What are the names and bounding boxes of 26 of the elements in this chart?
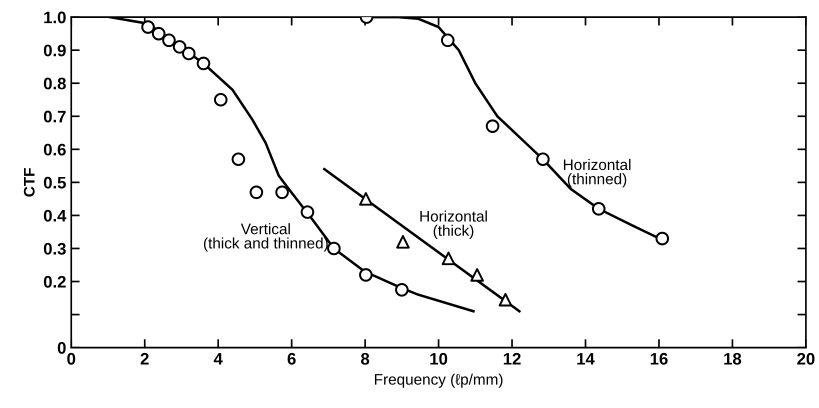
series-label: Vertical (thick and thinned) xyxy=(204,223,328,252)
y-tick-label: 0.2 xyxy=(44,276,66,288)
x-tick-label: 14 xyxy=(577,353,595,365)
y-axis-title: CTF xyxy=(24,168,35,197)
series-label: Horizontal (thinned) xyxy=(564,158,630,188)
series-label: Horizontal (thick) xyxy=(420,210,487,239)
x-tick-label: 10 xyxy=(430,352,448,365)
x-tick-label: 0 xyxy=(67,352,76,365)
y-tick-label: 0.9 xyxy=(44,44,66,56)
x-axis-title: Frequency (ℓp/mm) xyxy=(374,374,502,388)
x-tick-label: 8 xyxy=(361,352,370,365)
y-tick-label: 0.3 xyxy=(44,242,66,255)
y-tick-label: 0.6 xyxy=(44,144,66,156)
y-tick-label: 0 xyxy=(58,342,66,354)
x-tick-label: 20 xyxy=(797,352,814,365)
y-tick-label: 0.7 xyxy=(44,110,66,122)
y-tick-label: 1.0 xyxy=(44,12,66,24)
x-tick-label: 6 xyxy=(288,352,296,365)
y-tick-label: 0.8 xyxy=(44,78,66,90)
y-tick-label: 0.5 xyxy=(44,176,66,189)
x-tick-label: 16 xyxy=(650,352,668,365)
x-tick-label: 4 xyxy=(214,353,223,365)
x-tick-label: 18 xyxy=(724,352,742,365)
x-tick-label: 2 xyxy=(140,352,149,365)
x-tick-label: 12 xyxy=(504,352,521,365)
y-tick-label: 0.4 xyxy=(44,210,66,222)
